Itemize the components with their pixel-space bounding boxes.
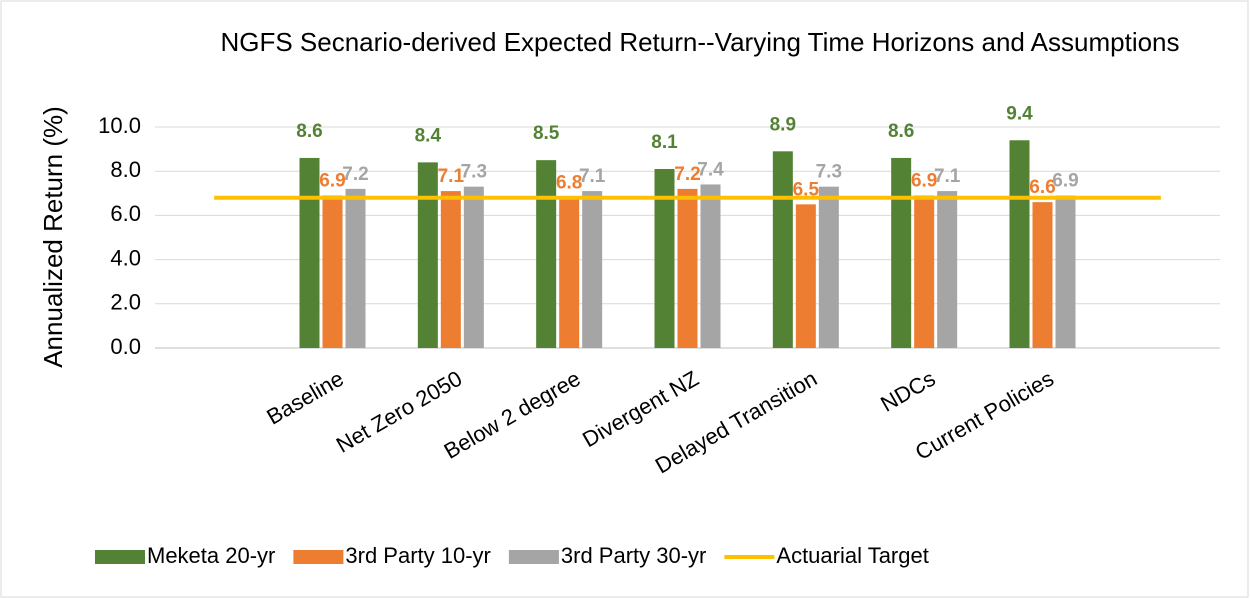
bar [1055, 195, 1076, 348]
bar [891, 157, 912, 348]
bar [700, 184, 721, 348]
y-tick-label: 0.0 [110, 334, 141, 359]
y-tick-label: 6.0 [110, 201, 141, 226]
legend-label: Meketa 20-yr [147, 543, 275, 568]
bar [795, 204, 816, 348]
bar [654, 168, 675, 348]
y-tick-label: 10.0 [98, 113, 141, 138]
bar [299, 157, 320, 348]
bar [1009, 140, 1030, 348]
data-label: 6.8 [556, 173, 582, 194]
data-label: 7.1 [579, 166, 606, 187]
data-label: 8.4 [415, 125, 442, 146]
data-label: 6.5 [793, 179, 820, 200]
data-label: 7.3 [461, 162, 487, 183]
chart-title: NGFS Secnario-derived Expected Return--V… [220, 27, 1180, 57]
bar [559, 197, 580, 348]
bar [440, 191, 461, 348]
data-label: 8.1 [651, 132, 678, 153]
bar [345, 188, 366, 348]
data-label: 6.9 [319, 171, 345, 192]
legend-label: 3rd Party 30-yr [561, 543, 707, 568]
legend-label: Actuarial Target [776, 543, 928, 568]
bar [463, 186, 484, 348]
y-tick-label: 8.0 [110, 157, 141, 182]
y-axis-label: Annualized Return (%) [38, 106, 68, 368]
legend-label: 3rd Party 10-yr [345, 543, 491, 568]
data-label: 7.2 [342, 164, 368, 185]
legend-swatch [508, 550, 559, 564]
data-label: 8.6 [296, 121, 322, 142]
y-tick-label: 2.0 [110, 290, 141, 315]
data-label: 6.9 [1052, 171, 1078, 192]
data-label: 6.9 [911, 171, 937, 192]
data-label: 7.2 [674, 164, 700, 185]
data-label: 8.6 [888, 121, 914, 142]
bar [772, 151, 793, 348]
data-label: 7.3 [816, 162, 842, 183]
data-label: 7.1 [438, 166, 465, 187]
bar [818, 186, 839, 348]
data-label: 8.5 [533, 123, 560, 144]
data-label: 9.4 [1006, 103, 1033, 124]
bar [322, 195, 343, 348]
bar [914, 195, 935, 348]
bar [536, 160, 557, 348]
data-label: 7.1 [934, 166, 961, 187]
bar [1032, 202, 1053, 348]
bar [582, 191, 603, 348]
data-label: 6.6 [1029, 177, 1055, 198]
legend-swatch [95, 550, 145, 564]
bar [937, 191, 958, 348]
data-label: 7.4 [697, 159, 724, 180]
data-label: 8.9 [770, 114, 796, 135]
bar [677, 188, 698, 348]
legend-swatch [293, 550, 344, 564]
bar [417, 162, 438, 348]
y-tick-label: 4.0 [110, 245, 141, 270]
